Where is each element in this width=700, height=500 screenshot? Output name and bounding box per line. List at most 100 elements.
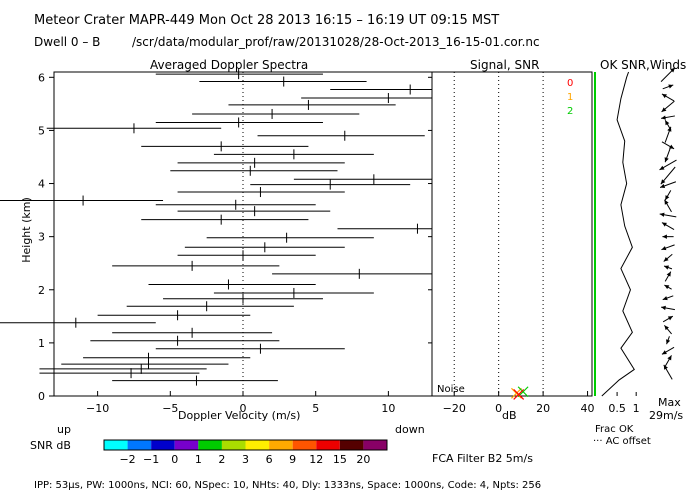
wind-arrow-head (663, 256, 669, 262)
wind-arrow-head (667, 355, 672, 361)
frac-axes: 0.5 1 (601, 71, 640, 415)
wind-arrow-head (661, 305, 666, 311)
x-tick-label: 0 (240, 402, 247, 415)
signal-x-tick-label: 40 (581, 402, 595, 415)
colorbar-tick-label: −1 (143, 453, 159, 466)
wind-arrow-head (664, 285, 670, 290)
signal-axes: −20 0 20 40 (443, 72, 595, 415)
wind-arrow-head (662, 234, 667, 239)
wind-arrow-head (663, 364, 668, 370)
doppler-segments (0, 69, 432, 386)
doppler-xlabel: Doppler Velocity (m/s) (178, 409, 300, 422)
colorbar-tick-label: 12 (309, 453, 323, 466)
x-tick-label: −5 (162, 402, 178, 415)
colorbar-tick-label: 3 (242, 453, 249, 466)
wind-arrow-head (665, 195, 670, 201)
colorbar-swatch (269, 440, 293, 450)
ok-panel-title: OK SNR,Winds (600, 58, 686, 72)
colorbar-swatch (363, 440, 387, 450)
ok-code-2: 2 (567, 106, 573, 117)
wind-arrow-head (659, 212, 665, 217)
noise-label: Noise (437, 384, 465, 395)
x-tick-label: 10 (381, 402, 395, 415)
wind-arrow-head (660, 183, 666, 188)
colorbar-tick-label: 1 (195, 453, 202, 466)
wind-arrow-head (661, 93, 667, 99)
max-value: 29m/s (649, 409, 683, 422)
noise-marker (513, 388, 525, 400)
wind-arrow-head (666, 339, 671, 345)
frac-ok-line (601, 71, 635, 397)
frac-x-tick-label: 1 (633, 402, 640, 415)
wind-arrow-head (667, 126, 672, 132)
wind-arrow-head (664, 265, 670, 270)
signal-x-tick-label: 20 (536, 402, 550, 415)
wind-arrow-head (659, 165, 665, 170)
filter-label: FCA Filter B2 5m/s (432, 452, 533, 465)
signal-panel-frame (431, 71, 593, 397)
y-tick-label: 2 (38, 284, 45, 297)
wind-arrow-head (665, 120, 670, 126)
wind-arrow-head (668, 84, 674, 89)
ok-code-1: 1 (567, 92, 573, 103)
wind-arrow-head (661, 246, 667, 251)
colorbar-swatch (174, 440, 199, 450)
colorbar-frame (103, 439, 388, 451)
max-label: Max (658, 396, 681, 409)
y-tick-label: 5 (38, 124, 45, 137)
down-label: down (395, 423, 425, 436)
y-tick-label: 1 (38, 337, 45, 350)
doppler-ylabel: Height (km) (20, 197, 33, 263)
ok-code-0: 0 (567, 78, 573, 89)
wind-arrow-head (664, 199, 669, 205)
signal-panel-title: Signal, SNR (470, 58, 539, 72)
colorbar-swatch (292, 440, 317, 450)
frac-x-tick-label: 0.5 (608, 402, 626, 415)
wind-arrow-head (666, 271, 671, 277)
colorbar-swatch (245, 440, 270, 450)
colorbar-tick-label: −2 (119, 453, 135, 466)
x-tick-label: 5 (312, 402, 319, 415)
y-tick-label: 0 (38, 390, 45, 403)
colorbar-tick-label: 2 (218, 453, 225, 466)
colorbar-swatch (151, 440, 175, 450)
colorbar-label: SNR dB (30, 439, 71, 452)
frac-ok-label: Frac OK (595, 424, 634, 435)
colorbar-swatch (221, 440, 246, 450)
colorbar-swatch (104, 440, 128, 450)
x-tick-label: −10 (86, 402, 109, 415)
wind-arrow-head (664, 325, 669, 331)
wind-arrow-head (664, 157, 669, 163)
footer-params: IPP: 53μs, PW: 1000ns, NCI: 60, NSpec: 1… (34, 480, 541, 491)
wind-arrow-head (661, 115, 666, 120)
wind-arrow-head (661, 222, 667, 227)
noise-marker (511, 387, 522, 399)
snr-colorbar: −2 −1 0 1 2 3 6 9 12 15 20 (103, 439, 388, 466)
header-dwell: Dwell 0 – B (34, 35, 100, 49)
signal-x-tick-label: 0 (495, 402, 502, 415)
wind-arrows (659, 67, 677, 380)
colorbar-swatch (127, 440, 152, 450)
wind-arrow-head (667, 316, 673, 321)
up-label: up (57, 423, 71, 436)
colorbar-swatch (198, 440, 222, 450)
signal-xlabel: dB (502, 409, 517, 422)
ac-offset-label: ··· AC offset (593, 436, 651, 447)
wind-arrow-head (661, 107, 667, 112)
signal-x-tick-label: −20 (443, 402, 466, 415)
colorbar-tick-label: 20 (356, 453, 370, 466)
colorbar-tick-label: 0 (171, 453, 178, 466)
colorbar-swatch (339, 440, 364, 450)
wind-arrow-head (661, 350, 667, 355)
wind-arrow-head (670, 67, 675, 73)
header-title: Meteor Crater MAPR-449 Mon Oct 28 2013 1… (34, 13, 499, 28)
header-path: /scr/data/modular_prof/raw/20131028/28-O… (132, 35, 540, 49)
y-tick-label: 6 (38, 71, 45, 84)
colorbar-tick-label: 6 (266, 453, 273, 466)
doppler-axes: 0 1 2 3 4 5 6 −10 −5 0 5 10 (38, 71, 432, 415)
y-tick-label: 3 (38, 231, 45, 244)
y-tick-label: 4 (38, 178, 45, 191)
colorbar-tick-label: 9 (289, 453, 296, 466)
